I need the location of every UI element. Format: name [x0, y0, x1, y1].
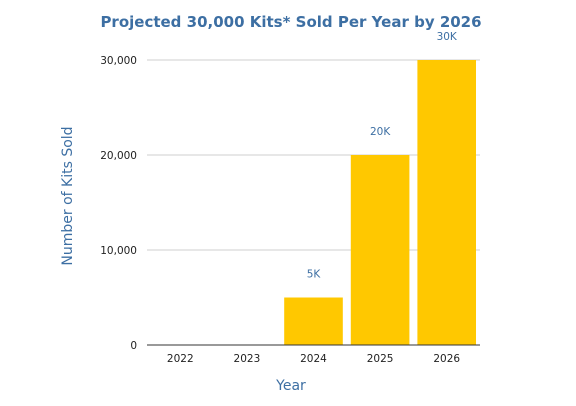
- x-tick-label: 2024: [300, 353, 327, 365]
- bar: [350, 155, 410, 345]
- x-tick-label: 2025: [367, 353, 394, 365]
- y-axis-ticks: 0 10,000 20,000 30,000: [100, 55, 137, 352]
- y-tick-label: 0: [130, 340, 137, 352]
- x-axis-ticks: 2022 2023 2024 2025 2026: [167, 353, 460, 365]
- chart-title: Projected 30,000 Kits* Sold Per Year by …: [100, 13, 481, 31]
- data-labels: 5K 20K 30K: [307, 31, 458, 281]
- x-tick-label: 2026: [433, 353, 460, 365]
- y-tick-label: 20,000: [100, 150, 137, 162]
- bar: [417, 60, 477, 345]
- x-tick-label: 2022: [167, 353, 194, 365]
- y-tick-label: 10,000: [100, 245, 137, 257]
- bars: [284, 60, 477, 345]
- x-tick-label: 2023: [234, 353, 261, 365]
- data-label: 30K: [437, 31, 458, 43]
- data-label: 20K: [370, 126, 391, 138]
- x-axis-title: Year: [275, 378, 306, 394]
- bar: [284, 297, 343, 345]
- data-label: 5K: [307, 269, 322, 281]
- y-axis-title: Number of Kits Sold: [60, 126, 76, 265]
- y-tick-label: 30,000: [100, 55, 137, 67]
